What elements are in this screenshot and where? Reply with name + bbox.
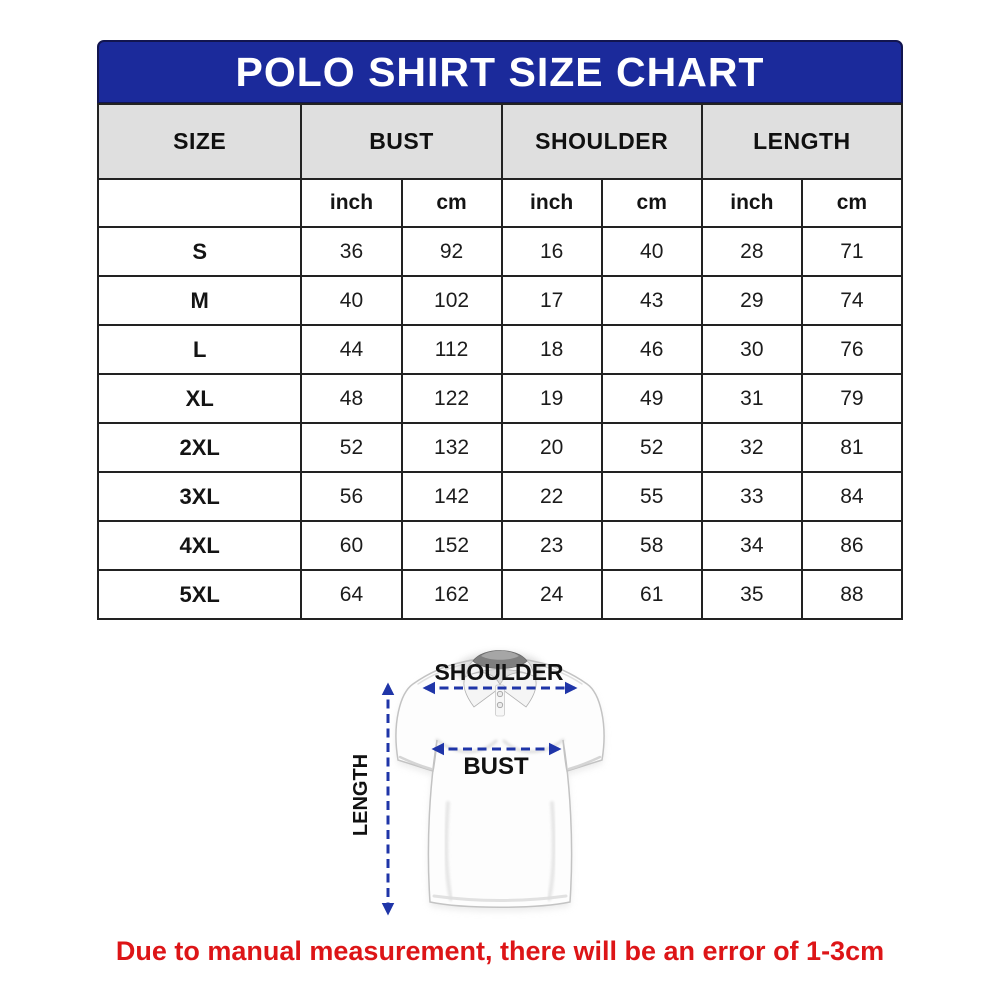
value-cell: 61 [600, 569, 703, 620]
fold-shade-side-left [444, 801, 453, 901]
value-cell: 49 [600, 373, 703, 424]
value-cell: 152 [400, 520, 503, 571]
value-cell: 18 [500, 324, 603, 375]
value-cell: 46 [600, 324, 703, 375]
value-cell: 48 [300, 373, 403, 424]
value-cell: 19 [500, 373, 603, 424]
unit-header-bust-cm: cm [400, 178, 503, 228]
table-row: 3XL 56 142 22 55 33 84 [96, 471, 904, 522]
unit-header-length-inch: inch [700, 178, 803, 228]
value-cell: 33 [700, 471, 803, 522]
column-header-length: LENGTH [700, 103, 904, 180]
value-cell: 88 [800, 569, 904, 620]
value-cell: 32 [700, 422, 803, 473]
value-cell: 40 [600, 226, 703, 277]
value-cell: 23 [500, 520, 603, 571]
polo-shirt-figure: SHOULDER BUST LENGTH [330, 628, 670, 930]
size-cell: M [96, 275, 303, 326]
size-cell: 3XL [96, 471, 303, 522]
unit-header-shoulder-cm: cm [600, 178, 703, 228]
sleeve-hem-left [398, 755, 433, 771]
table-row: 4XL 60 152 23 58 34 86 [96, 520, 904, 571]
polo-shirt-image: SHOULDER BUST LENGTH [350, 650, 605, 916]
table-row: S 36 92 16 40 28 71 [96, 226, 904, 277]
value-cell: 43 [600, 275, 703, 326]
value-cell: 71 [800, 226, 904, 277]
size-cell: S [96, 226, 303, 277]
button-top [496, 690, 504, 698]
group-header-row: SIZE BUST SHOULDER LENGTH [96, 103, 904, 180]
size-cell: 2XL [96, 422, 303, 473]
value-cell: 17 [500, 275, 603, 326]
size-table: SIZE BUST SHOULDER LENGTH inch cm inch c… [96, 103, 904, 620]
size-chart-block: POLO SHIRT SIZE CHART SIZE BUST SHOULDER… [96, 40, 904, 620]
value-cell: 81 [800, 422, 904, 473]
unit-header-shoulder-inch: inch [500, 178, 603, 228]
value-cell: 16 [500, 226, 603, 277]
column-header-size: SIZE [96, 103, 303, 180]
table-row: M 40 102 17 43 29 74 [96, 275, 904, 326]
value-cell: 55 [600, 471, 703, 522]
value-cell: 74 [800, 275, 904, 326]
sleeve-hem-right [567, 755, 602, 771]
value-cell: 102 [400, 275, 503, 326]
chart-title-bar: POLO SHIRT SIZE CHART [97, 40, 903, 104]
neck-opening-highlight [481, 650, 519, 660]
value-cell: 92 [400, 226, 503, 277]
column-header-bust: BUST [300, 103, 503, 180]
placket [495, 684, 505, 717]
table-row: 2XL 52 132 20 52 32 81 [96, 422, 904, 473]
value-cell: 31 [700, 373, 803, 424]
bust-label: BUST [463, 753, 529, 780]
size-cell: 5XL [96, 569, 303, 620]
measurement-note: Due to manual measurement, there will be… [115, 936, 885, 966]
table-row: XL 48 122 19 49 31 79 [96, 373, 904, 424]
table-row: 5XL 64 162 24 61 35 88 [96, 569, 904, 620]
unit-header-row: inch cm inch cm inch cm [96, 178, 904, 228]
size-cell: 4XL [96, 520, 303, 571]
value-cell: 24 [500, 569, 603, 620]
button-bottom [496, 701, 504, 709]
value-cell: 22 [500, 471, 603, 522]
unit-header-length-cm: cm [800, 178, 904, 228]
size-cell: XL [96, 373, 303, 424]
shoulder-label: SHOULDER [434, 659, 563, 685]
value-cell: 28 [700, 226, 803, 277]
value-cell: 29 [700, 275, 803, 326]
value-cell: 20 [500, 422, 603, 473]
value-cell: 142 [400, 471, 503, 522]
value-cell: 76 [800, 324, 904, 375]
length-label: LENGTH [350, 754, 372, 836]
value-cell: 86 [800, 520, 904, 571]
value-cell: 40 [300, 275, 403, 326]
value-cell: 162 [400, 569, 503, 620]
value-cell: 36 [300, 226, 403, 277]
value-cell: 52 [300, 422, 403, 473]
value-cell: 56 [300, 471, 403, 522]
value-cell: 34 [700, 520, 803, 571]
value-cell: 84 [800, 471, 904, 522]
value-cell: 122 [400, 373, 503, 424]
value-cell: 79 [800, 373, 904, 424]
value-cell: 132 [400, 422, 503, 473]
value-cell: 64 [300, 569, 403, 620]
size-cell: L [96, 324, 303, 375]
unit-header-bust-inch: inch [300, 178, 403, 228]
table-row: L 44 112 18 46 30 76 [96, 324, 904, 375]
column-header-shoulder: SHOULDER [500, 103, 703, 180]
value-cell: 58 [600, 520, 703, 571]
chart-title: POLO SHIRT SIZE CHART [235, 48, 765, 95]
unit-spacer-cell [96, 178, 303, 228]
value-cell: 52 [600, 422, 703, 473]
fold-shade-side-right [547, 801, 556, 901]
value-cell: 35 [700, 569, 803, 620]
hem-shade [432, 894, 568, 902]
value-cell: 44 [300, 324, 403, 375]
value-cell: 30 [700, 324, 803, 375]
value-cell: 60 [300, 520, 403, 571]
size-table-body: S 36 92 16 40 28 71 M 40 102 17 43 29 74 L 44 112 18 46 30 7… [96, 226, 904, 620]
value-cell: 112 [400, 324, 503, 375]
